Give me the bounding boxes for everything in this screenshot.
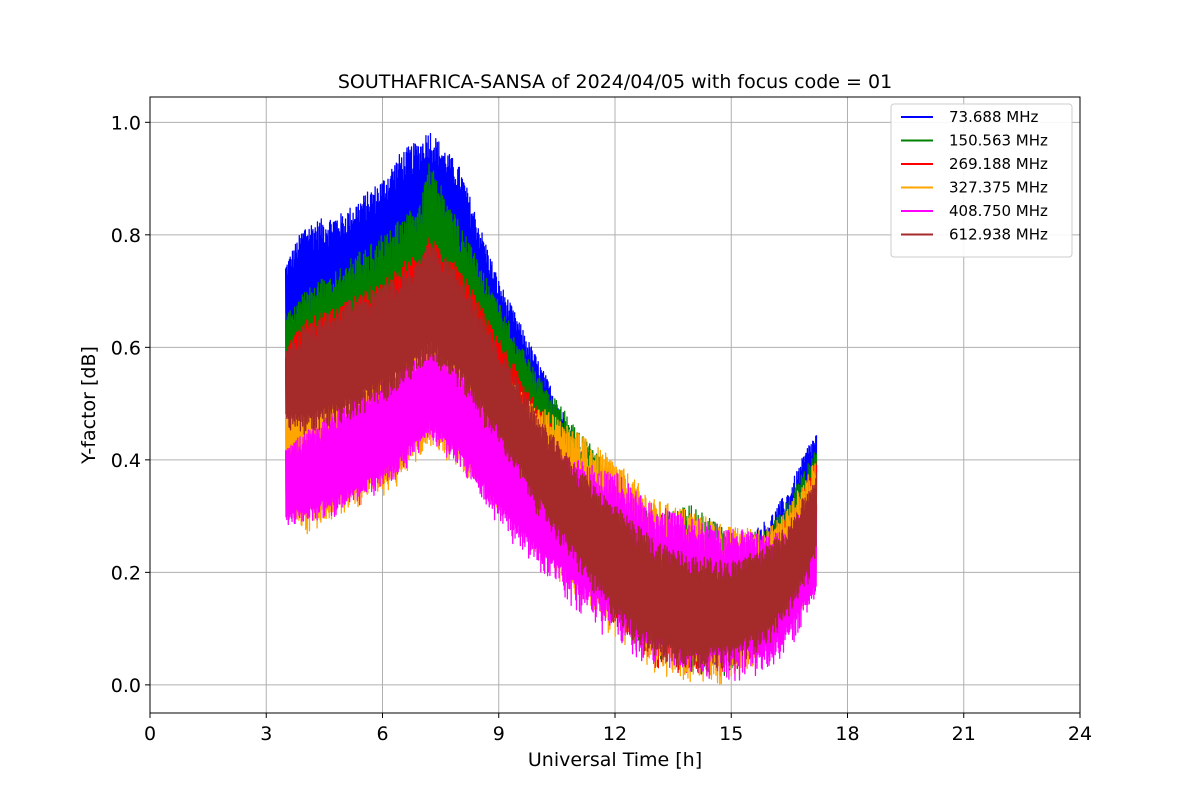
legend-label: 612.938 MHz [949, 226, 1048, 244]
y-tick-label: 0.0 [111, 675, 141, 697]
y-tick-label: 0.6 [111, 337, 141, 359]
legend: 73.688 MHz 150.563 MHz 269.188 MHz 327.375 … [890, 103, 1073, 258]
x-tick-label: 24 [1068, 723, 1092, 745]
x-tick-label: 9 [493, 723, 505, 745]
y-tick-label: 0.8 [111, 225, 141, 247]
legend-label: 269.188 MHz [949, 155, 1048, 173]
chart-title: SOUTHAFRICA-SANSA of 2024/04/05 with foc… [338, 71, 892, 93]
legend-label: 327.375 MHz [949, 179, 1048, 197]
x-tick-label: 21 [952, 723, 976, 745]
series-area [284, 132, 818, 685]
legend-box [890, 103, 1073, 258]
series-line [284, 243, 818, 671]
x-tick-label: 18 [835, 723, 859, 745]
y-tick-label: 0.4 [111, 450, 141, 472]
x-tick-label: 6 [376, 723, 388, 745]
x-tick-label: 3 [260, 723, 272, 745]
x-tick-label: 0 [144, 723, 156, 745]
legend-label: 73.688 MHz [949, 108, 1038, 126]
y-tick-label: 1.0 [111, 112, 141, 134]
y-axis-label: Y-factor [dB] [78, 346, 100, 465]
legend-label: 408.750 MHz [949, 202, 1048, 220]
x-axis-label: Universal Time [h] [528, 749, 702, 771]
legend-label: 150.563 MHz [949, 132, 1048, 150]
x-tick-label: 12 [603, 723, 627, 745]
x-tick-label: 15 [719, 723, 743, 745]
axis-ticks: 0 3 6 9 12 15 18 21 24 0.0 0.2 0.4 0.6 0.8 1.0 [111, 112, 1092, 745]
y-tick-label: 0.2 [111, 562, 141, 584]
